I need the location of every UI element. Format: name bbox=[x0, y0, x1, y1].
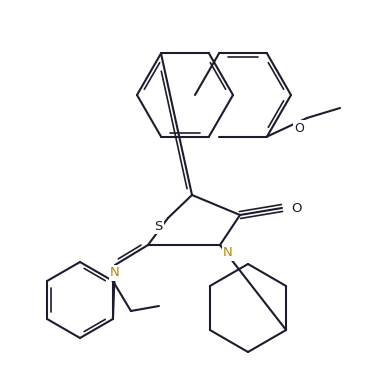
Text: O: O bbox=[294, 121, 304, 134]
Text: S: S bbox=[154, 220, 162, 233]
Text: O: O bbox=[291, 201, 301, 215]
Text: N: N bbox=[110, 267, 120, 280]
Text: N: N bbox=[223, 246, 233, 259]
